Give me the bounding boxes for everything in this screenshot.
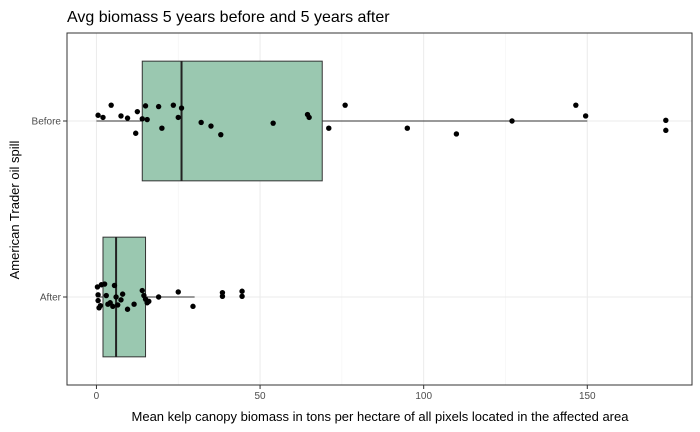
data-point-after bbox=[146, 298, 152, 305]
data-point-after bbox=[239, 293, 245, 299]
y-axis-label: American Trader oil spill bbox=[7, 141, 22, 280]
data-point-after bbox=[97, 302, 104, 309]
data-point-after bbox=[219, 293, 226, 299]
x-axis-label: Mean kelp canopy biomass in tons per hec… bbox=[132, 409, 630, 424]
data-point-before bbox=[108, 102, 114, 108]
data-point-before bbox=[198, 119, 204, 126]
x-tick-label: 100 bbox=[415, 391, 432, 402]
data-point-before bbox=[124, 115, 131, 121]
data-point-before bbox=[208, 123, 214, 129]
y-tick-label-before: Before bbox=[32, 117, 62, 128]
chart-title: Avg biomass 5 years before and 5 years a… bbox=[67, 9, 390, 26]
data-point-after bbox=[155, 294, 162, 300]
x-tick-label: 150 bbox=[579, 391, 596, 402]
data-point-before bbox=[95, 112, 101, 118]
box-before bbox=[141, 60, 323, 182]
x-tick-label: 50 bbox=[255, 391, 267, 402]
data-point-before bbox=[175, 114, 181, 121]
data-point-before bbox=[170, 102, 177, 108]
data-point-after bbox=[101, 281, 108, 287]
data-point-after bbox=[124, 306, 131, 312]
data-point-after bbox=[103, 292, 109, 299]
data-point-before bbox=[509, 118, 515, 124]
data-point-before bbox=[133, 130, 139, 136]
data-point-before bbox=[144, 116, 150, 123]
box-after bbox=[102, 236, 147, 358]
data-point-before bbox=[582, 113, 589, 119]
panel-border bbox=[66, 32, 693, 386]
data-point-before bbox=[270, 120, 276, 126]
data-point-before bbox=[663, 127, 669, 134]
data-point-before bbox=[159, 125, 165, 131]
data-point-after bbox=[110, 303, 116, 310]
data-point-before bbox=[142, 103, 149, 109]
data-point-before bbox=[342, 102, 348, 108]
data-point-after bbox=[95, 292, 101, 298]
data-point-before bbox=[118, 113, 124, 119]
data-point-before bbox=[663, 117, 669, 123]
x-tick-label: 0 bbox=[94, 391, 100, 402]
data-point-after bbox=[94, 284, 101, 290]
data-point-after bbox=[239, 288, 245, 294]
data-point-before bbox=[453, 131, 460, 137]
data-point-after bbox=[95, 297, 101, 304]
data-point-before bbox=[573, 102, 579, 108]
data-point-after bbox=[139, 287, 145, 294]
plot-panel: 0 50 100 150 Before After bbox=[32, 32, 693, 402]
data-point-before bbox=[139, 116, 145, 122]
data-point-after bbox=[175, 289, 181, 295]
data-point-after bbox=[131, 301, 137, 307]
data-point-before bbox=[155, 103, 162, 110]
data-point-before bbox=[306, 114, 312, 121]
data-point-after bbox=[111, 282, 118, 289]
data-point-before bbox=[178, 105, 185, 111]
data-point-before bbox=[404, 125, 411, 131]
data-point-before bbox=[100, 114, 106, 121]
data-point-after bbox=[190, 303, 196, 310]
data-point-after bbox=[113, 294, 119, 300]
y-tick-label-after: After bbox=[40, 293, 62, 304]
data-point-after bbox=[119, 291, 126, 297]
data-point-after bbox=[118, 297, 124, 303]
data-point-before bbox=[218, 131, 224, 138]
data-point-after bbox=[115, 302, 121, 308]
data-point-before bbox=[326, 125, 332, 131]
data-point-before bbox=[134, 108, 141, 115]
